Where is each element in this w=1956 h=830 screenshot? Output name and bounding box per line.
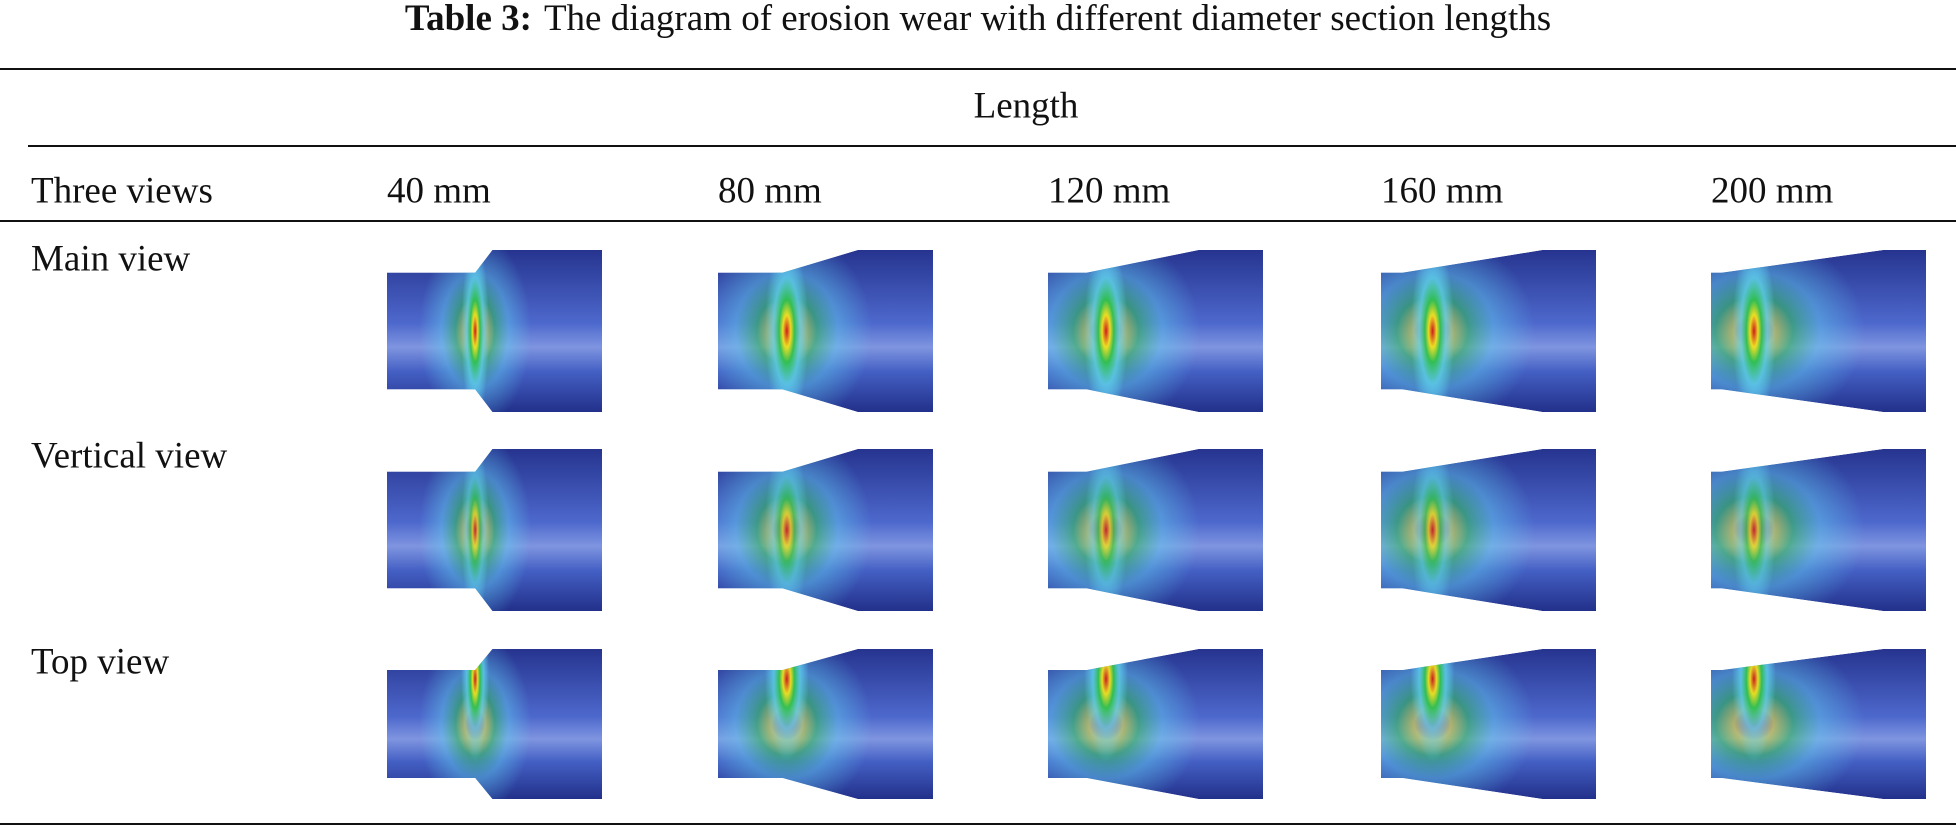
pipe-image [387, 250, 602, 412]
wear-band [1084, 649, 1129, 762]
pipe-image [1711, 649, 1926, 799]
pipe-image [718, 449, 933, 611]
wear-band [764, 449, 809, 611]
wear-band [1732, 250, 1776, 412]
wear-band [1410, 649, 1455, 762]
pipe-image [1381, 250, 1596, 412]
wear-band [1410, 449, 1455, 611]
pipe-image [718, 250, 933, 412]
pipe-image [718, 649, 933, 799]
column-header: 200 mm [1711, 170, 1834, 211]
wear-band [1084, 250, 1129, 412]
column-header: 160 mm [1381, 170, 1504, 211]
pipe-image [387, 649, 602, 799]
caption-text: The diagram of erosion wear with differe… [544, 0, 1551, 39]
row-label: Main view [31, 238, 191, 279]
caption-label: Table 3: [405, 0, 532, 39]
column-header: 40 mm [387, 170, 491, 211]
wear-band [461, 250, 490, 412]
row-label: Top view [31, 641, 169, 682]
table-body: 40 mm 80 mm 120 mm 160 mm 200 mm Main view Ver… [31, 170, 1926, 799]
pipe-image [1711, 449, 1926, 611]
wear-band [1732, 649, 1776, 762]
column-header: 120 mm [1048, 170, 1171, 211]
pipe-image [1381, 649, 1596, 799]
pipe-image [1711, 250, 1926, 412]
column-header: 80 mm [718, 170, 822, 211]
wear-band [1732, 449, 1776, 611]
pipe-image [387, 449, 602, 611]
row-label: Vertical view [31, 435, 227, 476]
wear-band [461, 449, 490, 611]
wear-band [764, 250, 809, 412]
wear-band [764, 649, 809, 762]
pipe-image [1381, 449, 1596, 611]
group-header: Length [974, 85, 1079, 126]
caption: Table 3: The diagram of erosion wear with… [405, 0, 1551, 39]
first-header: Three views [31, 170, 213, 211]
wear-band [1084, 449, 1129, 611]
wear-band [461, 649, 490, 762]
pipe-image [1048, 649, 1263, 799]
pipe-image [1048, 449, 1263, 611]
wear-band [1410, 250, 1455, 412]
pipe-image [1048, 250, 1263, 412]
